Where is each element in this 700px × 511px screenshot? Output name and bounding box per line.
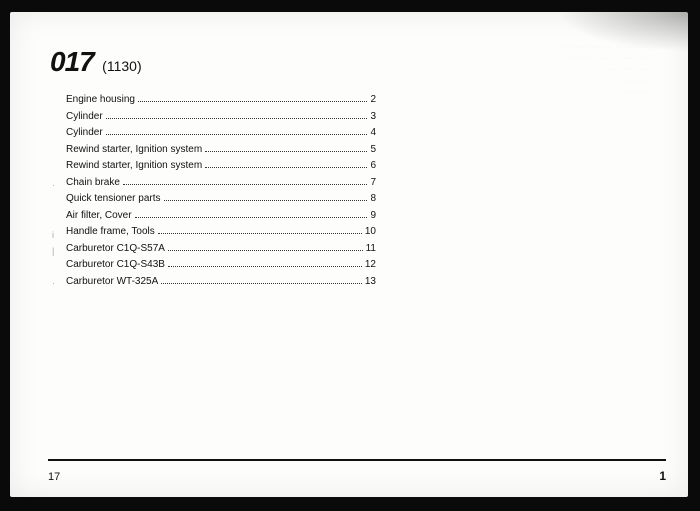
toc-label: Rewind starter, Ignition system [66,144,202,155]
toc-label: Quick tensioner parts [66,193,161,204]
toc-leader-dots [135,217,368,218]
toc-leader-dots [158,233,362,234]
toc-page-number: 8 [370,193,376,204]
toc-leader-dots [205,167,367,168]
punch-mark: | [52,246,54,256]
toc-page-number: 10 [365,226,376,237]
toc-row: Carburetor C1Q-S43B 12 [66,259,376,270]
toc-row: Handle frame, Tools 10 [66,226,376,237]
toc-leader-dots [168,266,362,267]
toc-page-number: 11 [366,243,376,254]
ghost-bleed-text: ············ ·· ····· · ·········· · · ·… [398,42,648,142]
toc-page-number: 3 [370,111,376,122]
toc-label: Cylinder [66,111,103,122]
toc-row: Cylinder 3 [66,111,376,122]
toc-page-number: 5 [370,144,376,155]
toc-row: Air filter, Cover 9 [66,210,376,221]
toc-leader-dots [168,250,363,251]
toc-leader-dots [205,151,367,152]
footer-left-number: 17 [48,471,60,483]
toc-label: Chain brake [66,177,120,188]
toc-label: Carburetor WT-325A [66,276,158,287]
toc-label: Rewind starter, Ignition system [66,160,202,171]
model-code: (1130) [102,58,141,74]
toc-leader-dots [123,184,368,185]
toc-row: Cylinder 4 [66,127,376,138]
punch-mark: · [52,180,55,190]
toc-page-number: 12 [365,259,376,270]
toc-row: Rewind starter, Ignition system 6 [66,160,376,171]
page-header: 017 (1130) [50,46,142,78]
page: ············ ·· ····· · ·········· · · ·… [10,12,688,497]
punch-mark: · [52,278,55,288]
toc-label: Carburetor C1Q-S57A [66,243,165,254]
toc-leader-dots [164,200,368,201]
toc-row: Chain brake 7 [66,177,376,188]
scan-shadow [558,12,688,52]
toc-leader-dots [106,134,368,135]
toc-row: Carburetor WT-325A 13 [66,276,376,287]
toc-leader-dots [106,118,368,119]
toc-label: Handle frame, Tools [66,226,155,237]
toc-page-number: 4 [370,127,376,138]
toc-row: Rewind starter, Ignition system 5 [66,144,376,155]
toc-page-number: 9 [370,210,376,221]
model-number: 017 [50,46,94,78]
table-of-contents: Engine housing 2 Cylinder 3 Cylinder 4 R… [66,94,376,292]
toc-page-number: 7 [370,177,376,188]
toc-page-number: 2 [370,94,376,105]
toc-label: Engine housing [66,94,135,105]
punch-mark: i [52,230,54,240]
toc-page-number: 13 [365,276,376,287]
toc-label: Cylinder [66,127,103,138]
toc-label: Carburetor C1Q-S43B [66,259,165,270]
toc-page-number: 6 [370,160,376,171]
toc-row: Quick tensioner parts 8 [66,193,376,204]
toc-row: Carburetor C1Q-S57A 11 [66,243,376,254]
toc-label: Air filter, Cover [66,210,132,221]
toc-row: Engine housing 2 [66,94,376,105]
footer-right-number: 1 [659,469,666,483]
toc-leader-dots [161,283,362,284]
toc-leader-dots [138,101,367,102]
footer-rule [48,459,666,461]
